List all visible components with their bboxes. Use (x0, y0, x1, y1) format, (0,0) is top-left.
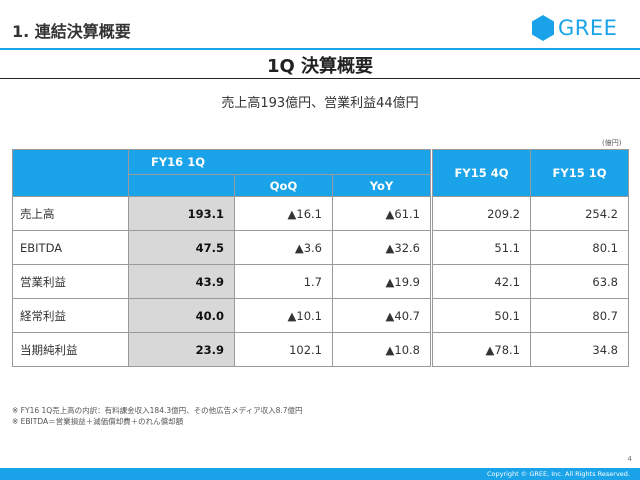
yoy-header: YoY (332, 174, 431, 197)
fy16-results-table: FY16 1Q QoQ YoY 売上高 193.1 ▲16.1 ▲61.1 EB… (12, 149, 431, 367)
fy15-4q-value: 51.1 (432, 230, 531, 265)
unit-label: (億円) (602, 139, 622, 147)
fy15-1q-value: 34.8 (530, 332, 629, 367)
title-rule (0, 78, 640, 79)
qoq-value: ▲10.1 (234, 298, 333, 333)
page-subtitle: 売上高193億円、営業利益44億円 (221, 96, 419, 111)
table-row: ▲78.1 34.8 (432, 332, 629, 367)
fy16-header: FY16 1Q (128, 149, 431, 175)
row-label: 経常利益 (12, 298, 129, 333)
yoy-value: ▲32.6 (332, 230, 431, 265)
logo-text: GREE (558, 16, 618, 40)
fy16-value: 47.5 (128, 230, 235, 265)
fy15-4q-header: FY15 4Q (432, 149, 531, 197)
fy16-value: 40.0 (128, 298, 235, 333)
row-label: 当期純利益 (12, 332, 129, 367)
fy15-1q-header: FY15 1Q (530, 149, 629, 197)
row-label: 営業利益 (12, 264, 129, 299)
footnote-ebitda-definition: ※ EBITDA＝営業損益＋減価償却費＋のれん償却額 (12, 417, 184, 426)
row-label: EBITDA (12, 230, 129, 265)
table-row: 売上高 193.1 ▲16.1 ▲61.1 (12, 196, 431, 231)
row-label: 売上高 (12, 196, 129, 231)
fy16-value: 43.9 (128, 264, 235, 299)
fy16-subheader-blank (128, 174, 235, 197)
footnote-revenue-breakdown: ※ FY16 1Q売上高の内訳：有料課金収入184.3億円、その他広告メディア収… (12, 406, 303, 415)
fy15-4q-value: 209.2 (432, 196, 531, 231)
yoy-value: ▲19.9 (332, 264, 431, 299)
table-row: 42.1 63.8 (432, 264, 629, 299)
fy15-1q-value: 80.1 (530, 230, 629, 265)
fy15-1q-value: 80.7 (530, 298, 629, 333)
footnotes: ※ FY16 1Q売上高の内訳：有料課金収入184.3億円、その他広告メディア収… (12, 405, 303, 427)
gree-logo: GREE (531, 14, 617, 42)
page-title: 1Q 決算概要 (266, 56, 374, 77)
fy15-1q-value: 63.8 (530, 264, 629, 299)
section-title: 1. 連結決算概要 (12, 22, 131, 41)
qoq-value: 102.1 (234, 332, 333, 367)
yoy-value: ▲40.7 (332, 298, 431, 333)
table-row: 営業利益 43.9 1.7 ▲19.9 (12, 264, 431, 299)
fy15-4q-value: 50.1 (432, 298, 531, 333)
page-number: 4 (627, 455, 632, 463)
corner-header (12, 149, 129, 197)
table-row: 51.1 80.1 (432, 230, 629, 265)
fy15-4q-value: ▲78.1 (432, 332, 531, 367)
yoy-value: ▲61.1 (332, 196, 431, 231)
qoq-value: ▲3.6 (234, 230, 333, 265)
table-row: 50.1 80.7 (432, 298, 629, 333)
fy15-1q-value: 254.2 (530, 196, 629, 231)
qoq-value: 1.7 (234, 264, 333, 299)
header-rule (0, 48, 640, 50)
footer-bar (0, 468, 640, 480)
table-row: 209.2 254.2 (432, 196, 629, 231)
table-row: 当期純利益 23.9 102.1 ▲10.8 (12, 332, 431, 367)
copyright-text: Copyright © GREE, Inc. All Rights Reserv… (486, 470, 630, 478)
table-row: 経常利益 40.0 ▲10.1 ▲40.7 (12, 298, 431, 333)
fy15-4q-value: 42.1 (432, 264, 531, 299)
qoq-header: QoQ (234, 174, 333, 197)
fy15-comparison-table: FY15 4Q FY15 1Q 209.2 254.2 51.1 80.1 42… (432, 149, 629, 367)
qoq-value: ▲16.1 (234, 196, 333, 231)
yoy-value: ▲10.8 (332, 332, 431, 367)
fy16-value: 193.1 (128, 196, 235, 231)
hexagon-logo-icon (532, 15, 554, 41)
fy16-value: 23.9 (128, 332, 235, 367)
table-row: EBITDA 47.5 ▲3.6 ▲32.6 (12, 230, 431, 265)
